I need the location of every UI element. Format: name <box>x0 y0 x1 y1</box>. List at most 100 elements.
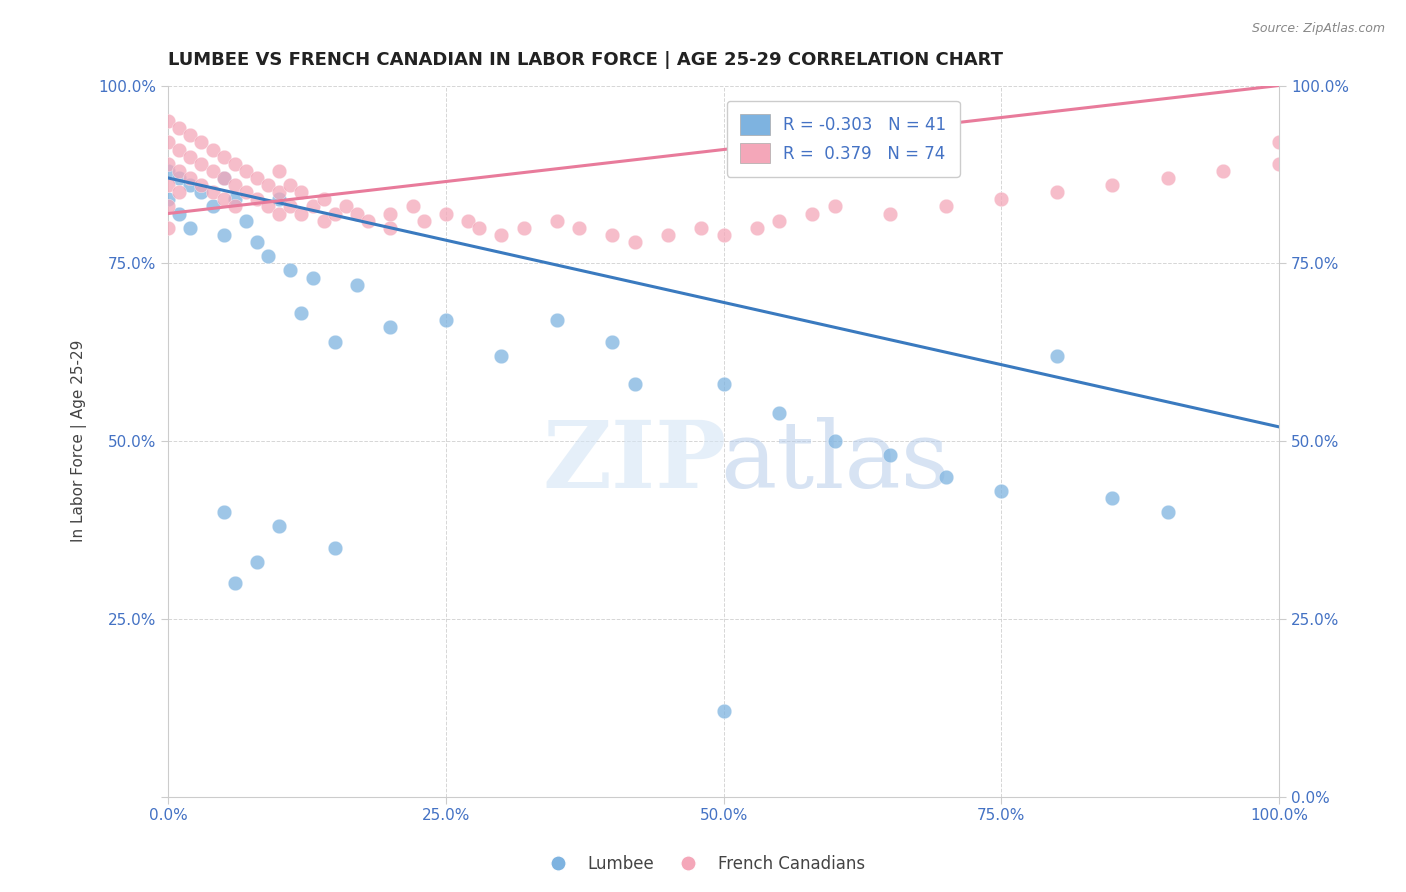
Point <box>269 185 291 199</box>
Point <box>280 178 302 192</box>
Point <box>190 178 212 192</box>
Point <box>1157 505 1180 519</box>
Point <box>346 277 368 292</box>
Point <box>1101 178 1123 192</box>
Point <box>212 171 235 186</box>
Point <box>157 192 180 206</box>
Point <box>412 213 434 227</box>
Legend: R = -0.303   N = 41, R =  0.379   N = 74: R = -0.303 N = 41, R = 0.379 N = 74 <box>727 101 960 177</box>
Point <box>169 143 191 157</box>
Y-axis label: In Labor Force | Age 25-29: In Labor Force | Age 25-29 <box>72 340 87 542</box>
Point <box>290 306 312 320</box>
Point <box>434 313 457 327</box>
Point <box>280 199 302 213</box>
Point <box>312 213 335 227</box>
Point <box>212 192 235 206</box>
Point <box>879 206 901 220</box>
Point <box>224 199 246 213</box>
Point <box>935 199 957 213</box>
Point <box>623 235 645 249</box>
Point <box>312 192 335 206</box>
Point <box>602 227 624 242</box>
Point <box>169 121 191 136</box>
Point <box>468 220 491 235</box>
Point <box>212 227 235 242</box>
Point <box>457 213 479 227</box>
Point <box>224 157 246 171</box>
Point <box>212 171 235 186</box>
Point <box>280 263 302 277</box>
Point <box>335 199 357 213</box>
Point <box>179 178 201 192</box>
Point <box>1046 185 1069 199</box>
Point <box>246 555 269 569</box>
Text: ZIP: ZIP <box>543 417 727 508</box>
Point <box>1101 491 1123 505</box>
Point <box>190 136 212 150</box>
Point <box>157 220 180 235</box>
Point <box>512 220 534 235</box>
Point <box>879 448 901 462</box>
Text: atlas: atlas <box>720 417 949 508</box>
Point <box>246 235 269 249</box>
Point <box>235 185 257 199</box>
Point <box>157 136 180 150</box>
Point <box>623 377 645 392</box>
Point <box>935 469 957 483</box>
Point <box>713 704 735 718</box>
Point <box>169 171 191 186</box>
Point <box>768 406 790 420</box>
Point <box>568 220 591 235</box>
Point <box>824 434 846 448</box>
Point <box>546 313 568 327</box>
Point <box>745 220 768 235</box>
Point <box>201 199 224 213</box>
Point <box>824 199 846 213</box>
Point <box>1268 136 1291 150</box>
Point <box>768 213 790 227</box>
Point <box>323 541 346 555</box>
Point <box>212 150 235 164</box>
Point <box>246 192 269 206</box>
Point <box>224 178 246 192</box>
Point <box>201 185 224 199</box>
Point <box>201 164 224 178</box>
Point <box>212 505 235 519</box>
Point <box>246 171 269 186</box>
Point <box>990 483 1012 498</box>
Point <box>546 213 568 227</box>
Point <box>157 178 180 192</box>
Point <box>713 227 735 242</box>
Point <box>657 227 679 242</box>
Point <box>190 157 212 171</box>
Point <box>323 334 346 349</box>
Point <box>179 128 201 143</box>
Point <box>269 192 291 206</box>
Point <box>1212 164 1234 178</box>
Point <box>602 334 624 349</box>
Point <box>1268 157 1291 171</box>
Point <box>269 164 291 178</box>
Point <box>434 206 457 220</box>
Point <box>157 157 180 171</box>
Point <box>380 220 402 235</box>
Point <box>491 227 513 242</box>
Point <box>179 171 201 186</box>
Point <box>290 185 312 199</box>
Point <box>269 519 291 533</box>
Legend: Lumbee, French Canadians: Lumbee, French Canadians <box>534 848 872 880</box>
Point <box>301 199 323 213</box>
Point <box>269 206 291 220</box>
Point <box>157 199 180 213</box>
Text: Source: ZipAtlas.com: Source: ZipAtlas.com <box>1251 22 1385 36</box>
Point <box>179 150 201 164</box>
Point <box>380 320 402 334</box>
Point <box>1046 349 1069 363</box>
Point <box>224 576 246 591</box>
Point <box>990 192 1012 206</box>
Point <box>235 213 257 227</box>
Point <box>290 206 312 220</box>
Point <box>257 199 280 213</box>
Point <box>235 164 257 178</box>
Text: LUMBEE VS FRENCH CANADIAN IN LABOR FORCE | AGE 25-29 CORRELATION CHART: LUMBEE VS FRENCH CANADIAN IN LABOR FORCE… <box>169 51 1002 69</box>
